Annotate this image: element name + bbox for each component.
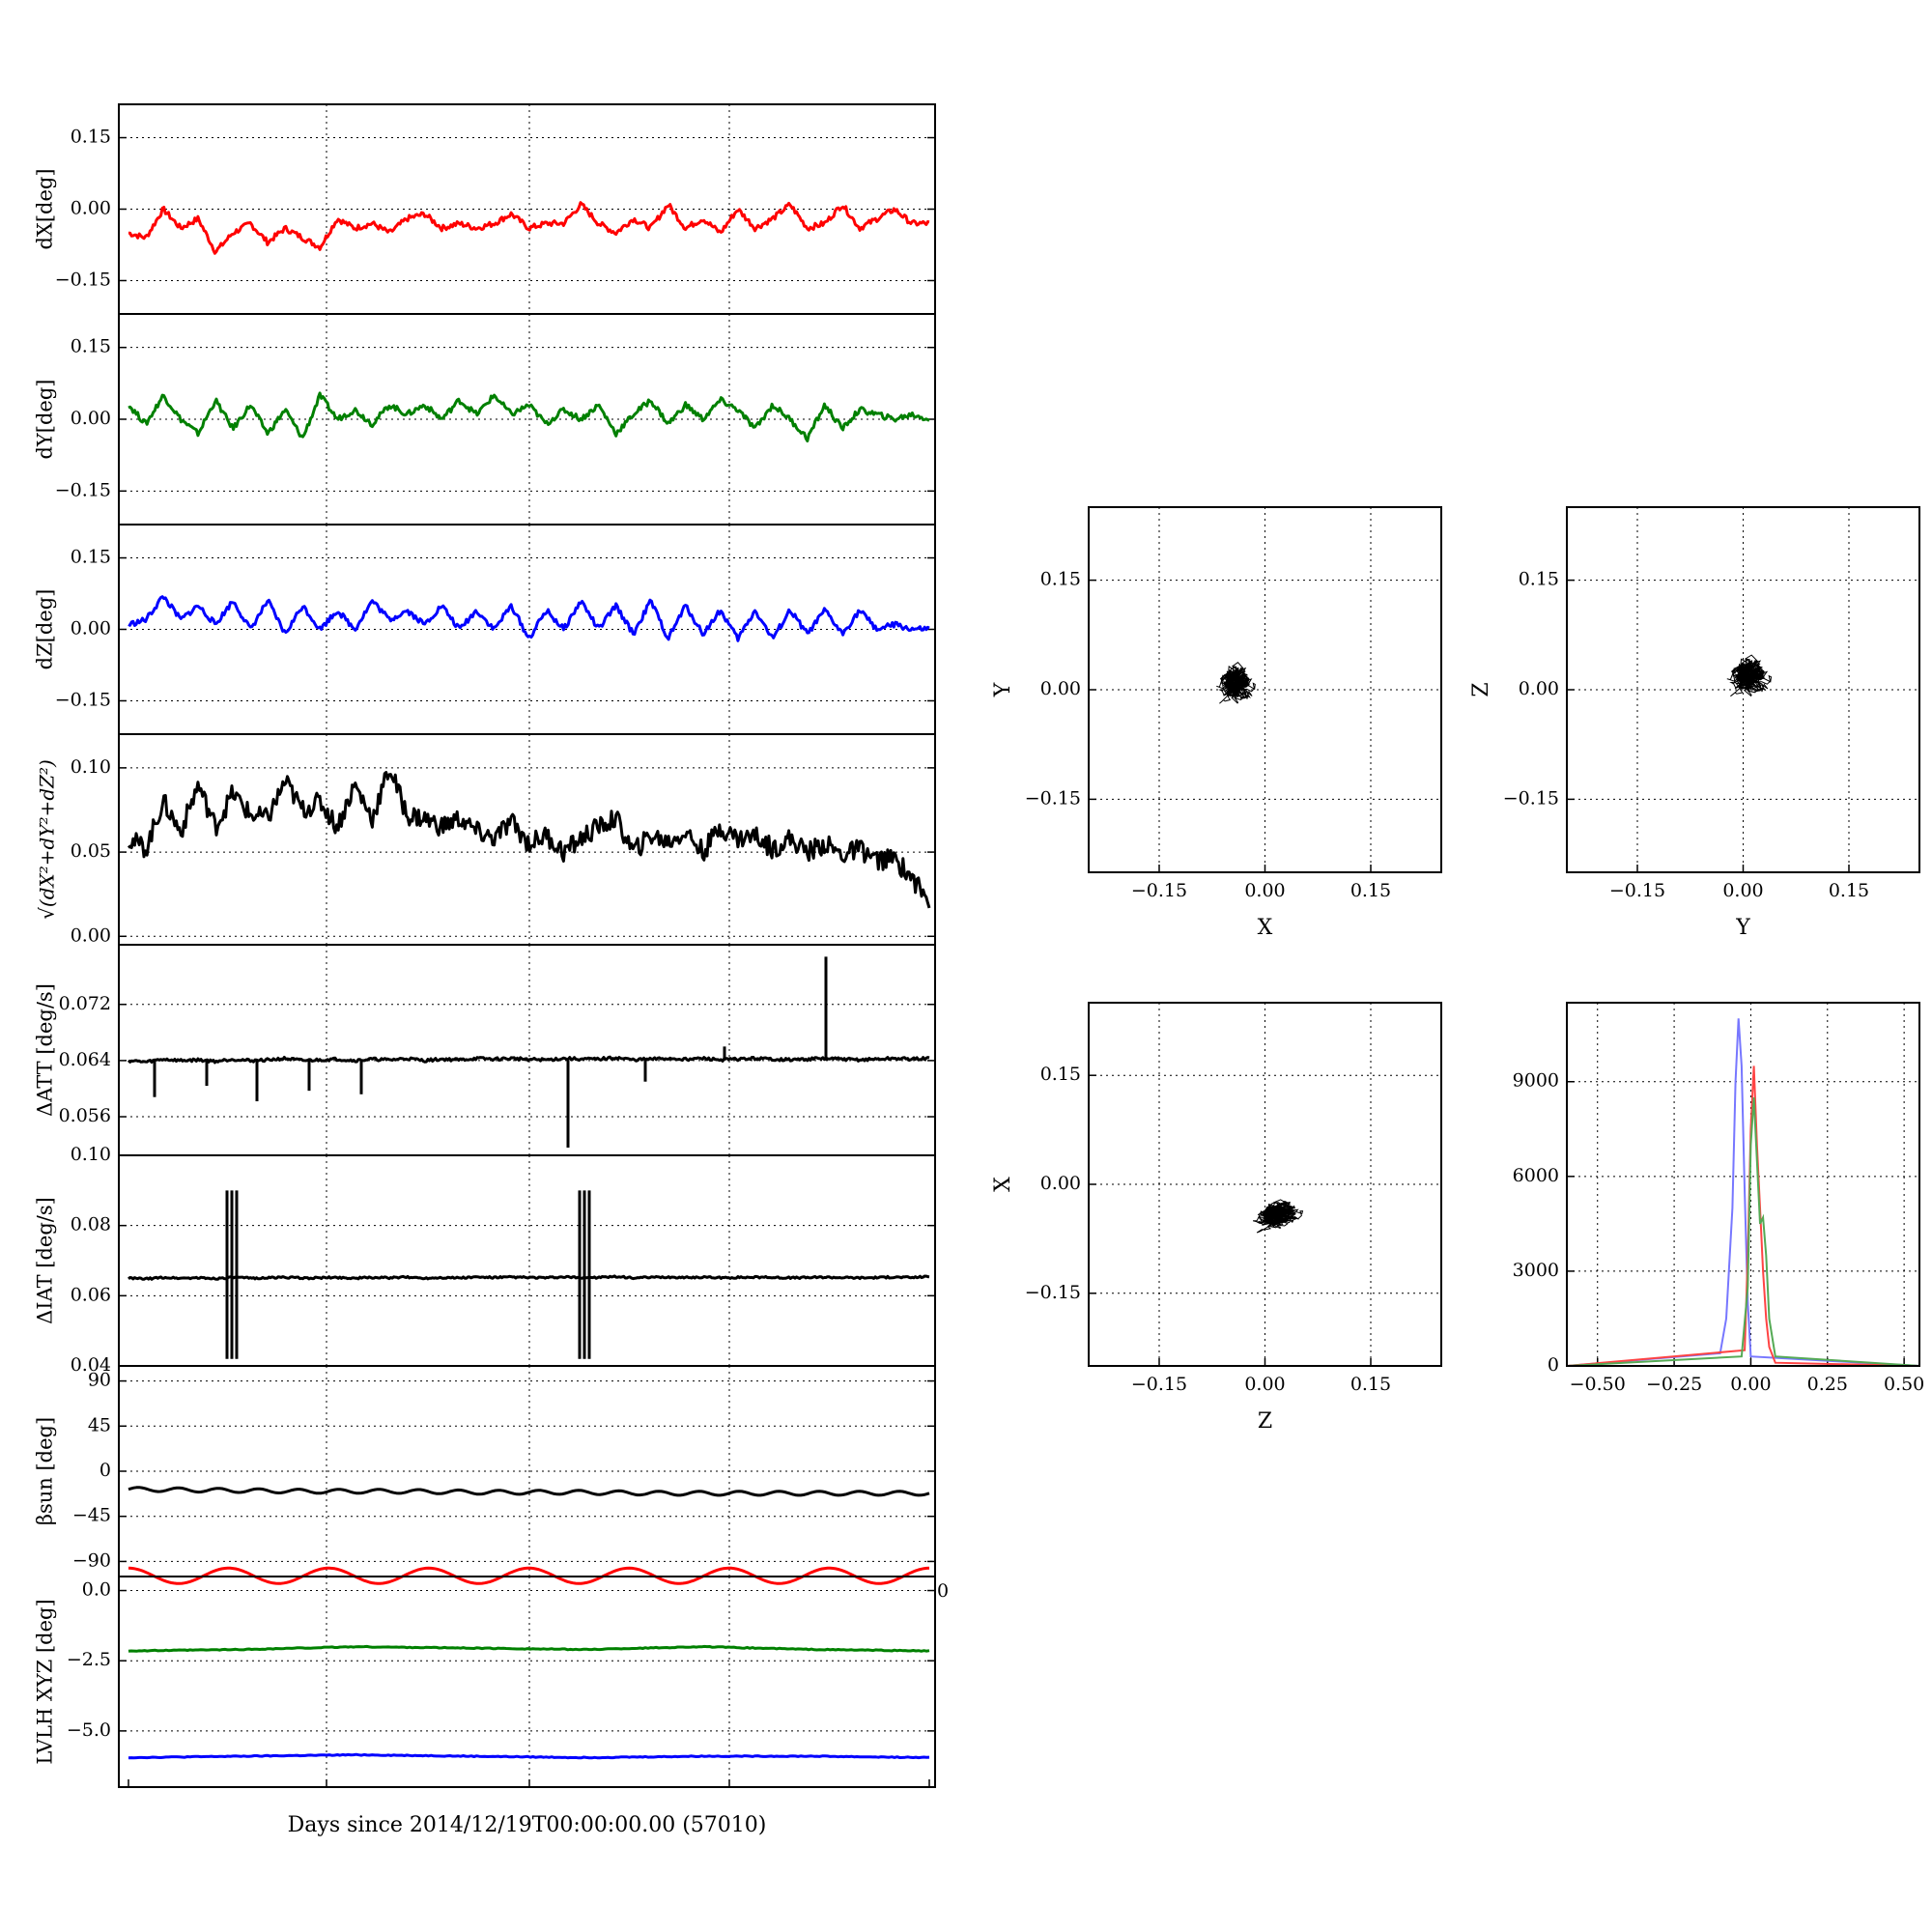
sc_xy-xtick-label: 0.15 — [1350, 880, 1391, 901]
sc_zx-xtick-label: −0.15 — [1131, 1374, 1187, 1395]
sc_yz-ylabel: Z — [1469, 682, 1493, 696]
dy-ytick-label: 0.00 — [71, 408, 111, 429]
sc_yz-xlabel: Y — [1735, 916, 1750, 940]
dy-ytick-label: 0.15 — [71, 336, 111, 357]
hist-ytick-label: 6000 — [1513, 1165, 1559, 1186]
dz-ytick-label: 0.00 — [71, 618, 111, 639]
dx-series-0 — [128, 201, 930, 255]
hist-xtick-label: −0.25 — [1646, 1374, 1702, 1395]
lvlh-ytick-label: −2.5 — [67, 1649, 111, 1670]
sc_xy-xlabel: X — [1258, 916, 1273, 940]
lvlh-series-0 — [128, 1566, 930, 1585]
sc_xy-ytick-label: 0.15 — [1040, 569, 1081, 590]
sc_xy-ytick-label: 0.00 — [1040, 678, 1081, 699]
sc_zx-ytick-label: −0.15 — [1025, 1282, 1081, 1303]
datt-series-0 — [127, 1055, 930, 1065]
mag-ytick-label: 0.10 — [71, 756, 111, 778]
dx-ytick-label: 0.00 — [71, 198, 111, 219]
beta-ytick-label: 0 — [99, 1460, 111, 1481]
diat-ytick-label: 0.08 — [71, 1214, 111, 1236]
lvlh-axes-frame — [118, 1576, 936, 1788]
diat-series-0 — [128, 1274, 930, 1281]
sc_zx-ylabel: X — [991, 1177, 1015, 1192]
dx-ytick-label: −0.15 — [55, 269, 111, 290]
hist-xtick-label: 0.25 — [1807, 1374, 1848, 1395]
sc_yz-xtick-label: 0.15 — [1829, 880, 1869, 901]
beta-series-0 — [128, 1486, 930, 1497]
hist-axes-frame — [1566, 1002, 1920, 1367]
sc_yz-xtick-label: −0.15 — [1609, 880, 1665, 901]
dz-series-0 — [128, 595, 930, 642]
dx-ytick-label: 0.15 — [71, 127, 111, 148]
sc_xy-trajectory — [1216, 662, 1256, 704]
lvlh-ytick-label: 0.0 — [82, 1579, 111, 1601]
hist-ytick-label: 9000 — [1513, 1070, 1559, 1092]
diat-ylabel: ΔIAT [deg/s] — [34, 1197, 57, 1324]
sc_zx-ytick-label: 0.00 — [1040, 1173, 1081, 1194]
diat-ytick-label: 0.10 — [71, 1144, 111, 1165]
dz-ylabel: dZ[deg] — [34, 589, 57, 670]
sc_zx-xtick-label: 0.15 — [1350, 1374, 1391, 1395]
dz-ytick-label: 0.15 — [71, 547, 111, 568]
dx-ylabel: dX[deg] — [34, 168, 57, 249]
lvlh-series-1 — [128, 1644, 930, 1653]
beta-ytick-label: 45 — [88, 1414, 111, 1435]
diat-axes-frame — [118, 1154, 936, 1367]
beta-ytick-label: 90 — [88, 1370, 111, 1391]
sc_zx-xlabel: Z — [1258, 1409, 1272, 1434]
beta-ytick-label: −45 — [72, 1505, 111, 1526]
dy-ytick-label: −0.15 — [55, 479, 111, 500]
datt-axes-frame — [118, 944, 936, 1156]
hist-xtick-label: −0.50 — [1570, 1374, 1626, 1395]
mag-ytick-label: 0.00 — [71, 924, 111, 946]
mag-ylabel: √(dX²+dY²+dZ²) — [36, 759, 59, 920]
dy-series-0 — [128, 391, 930, 442]
dy-ylabel: dY[deg] — [34, 379, 57, 459]
sc_yz-ytick-label: −0.15 — [1503, 787, 1559, 809]
sc_xy-xtick-label: 0.00 — [1244, 880, 1285, 901]
hist-xtick-label: 0.50 — [1884, 1374, 1924, 1395]
diat-ytick-label: 0.04 — [71, 1354, 111, 1376]
sc_yz-trajectory — [1726, 654, 1773, 697]
dz-ytick-label: −0.15 — [55, 689, 111, 710]
sc_zx-ytick-label: 0.15 — [1040, 1064, 1081, 1085]
lvlh-series-2 — [128, 1752, 930, 1760]
lvlh-ylabel: LVLH XYZ [deg] — [34, 1599, 57, 1764]
hist-series-0 — [1566, 1018, 1920, 1367]
sc_xy-xtick-label: −0.15 — [1131, 880, 1187, 901]
mag-series-0 — [127, 771, 931, 909]
hist-ytick-label: 0 — [1548, 1354, 1559, 1376]
beta-ylabel: βsun [deg] — [34, 1417, 57, 1525]
sc_zx-axes-frame — [1088, 1002, 1442, 1367]
sc_zx-trajectory — [1252, 1199, 1304, 1234]
shared-x-axis-label: Days since 2014/12/19T00:00:00.00 (57010… — [287, 1813, 767, 1837]
sc_yz-ytick-label: 0.00 — [1519, 678, 1559, 699]
datt-ylabel: ΔATT [deg/s] — [34, 983, 57, 1117]
mag-ytick-label: 0.05 — [71, 840, 111, 862]
sc_zx-xtick-label: 0.00 — [1244, 1374, 1285, 1395]
datt-ytick-label: 0.056 — [59, 1105, 111, 1126]
sc_xy-axes-frame — [1088, 506, 1442, 873]
hist-xtick-label: 0.00 — [1730, 1374, 1771, 1395]
beta-ytick-label: −90 — [72, 1549, 111, 1571]
datt-ytick-label: 0.072 — [59, 993, 111, 1014]
hist-series-2 — [1566, 1097, 1920, 1367]
sc_yz-axes-frame — [1566, 506, 1920, 873]
lvlh-overflow-tick: 0 — [937, 1580, 949, 1602]
hist-ytick-label: 3000 — [1513, 1260, 1559, 1281]
sc_yz-ytick-label: 0.15 — [1519, 569, 1559, 590]
sc_xy-ytick-label: −0.15 — [1025, 787, 1081, 809]
lvlh-ytick-label: −5.0 — [67, 1719, 111, 1741]
mag-ylabel-text: √(dX²+dY²+dZ²) — [36, 759, 59, 920]
sc_xy-ylabel: Y — [991, 682, 1015, 697]
sc_yz-xtick-label: 0.00 — [1722, 880, 1763, 901]
datt-ytick-label: 0.064 — [59, 1049, 111, 1070]
diat-ytick-label: 0.06 — [71, 1284, 111, 1305]
